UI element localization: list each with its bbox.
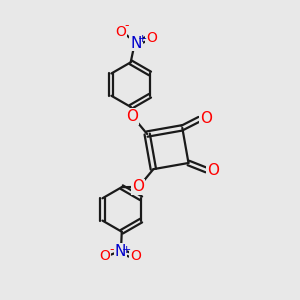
Text: O: O bbox=[130, 249, 141, 263]
Text: +: + bbox=[138, 34, 147, 44]
Text: +: + bbox=[122, 244, 131, 255]
Text: O: O bbox=[146, 31, 157, 45]
Text: -: - bbox=[125, 19, 129, 32]
Text: O: O bbox=[99, 249, 110, 263]
Text: O: O bbox=[126, 109, 138, 124]
Text: N: N bbox=[115, 244, 126, 259]
Text: -: - bbox=[109, 243, 114, 256]
Text: N: N bbox=[130, 35, 142, 50]
Text: O: O bbox=[115, 25, 126, 39]
Text: O: O bbox=[200, 111, 212, 126]
Text: O: O bbox=[132, 179, 144, 194]
Text: O: O bbox=[207, 163, 219, 178]
